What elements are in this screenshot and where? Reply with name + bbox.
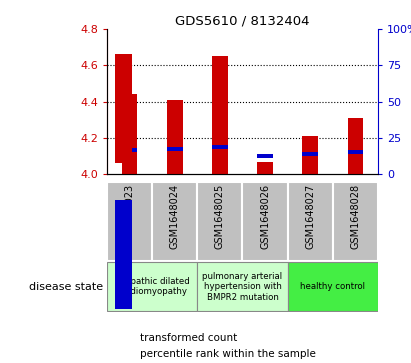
Text: GSM1648027: GSM1648027 <box>305 184 315 249</box>
Bar <box>257 162 273 174</box>
Bar <box>122 94 137 174</box>
Bar <box>197 182 242 261</box>
Text: pulmonary arterial
hypertension with
BMPR2 mutation: pulmonary arterial hypertension with BMP… <box>203 272 282 302</box>
Bar <box>197 262 288 311</box>
Bar <box>115 200 132 309</box>
Bar <box>288 262 378 311</box>
Bar <box>152 182 197 261</box>
Text: GSM1648024: GSM1648024 <box>170 184 180 249</box>
Bar <box>167 100 182 174</box>
Bar <box>212 145 228 149</box>
Bar <box>348 118 363 174</box>
Bar <box>302 152 318 156</box>
Bar <box>348 150 363 154</box>
Bar <box>107 262 197 311</box>
Text: GSM1648025: GSM1648025 <box>215 184 225 249</box>
Text: percentile rank within the sample: percentile rank within the sample <box>140 349 316 359</box>
Bar <box>122 148 137 152</box>
Bar <box>167 147 182 151</box>
Bar <box>107 182 152 261</box>
Bar <box>288 182 333 261</box>
Text: GSM1648026: GSM1648026 <box>260 184 270 249</box>
Text: GSM1648023: GSM1648023 <box>125 184 134 249</box>
Bar <box>212 56 228 174</box>
Text: healthy control: healthy control <box>300 282 365 291</box>
Bar <box>333 182 378 261</box>
Text: transformed count: transformed count <box>140 333 237 343</box>
Title: GDS5610 / 8132404: GDS5610 / 8132404 <box>175 15 310 28</box>
Text: GSM1648028: GSM1648028 <box>351 184 360 249</box>
Bar <box>115 54 132 163</box>
Text: disease state: disease state <box>29 282 103 292</box>
Text: idiopathic dilated
cardiomyopathy: idiopathic dilated cardiomyopathy <box>115 277 189 297</box>
Bar <box>302 136 318 174</box>
Bar <box>257 154 273 158</box>
Bar <box>242 182 288 261</box>
